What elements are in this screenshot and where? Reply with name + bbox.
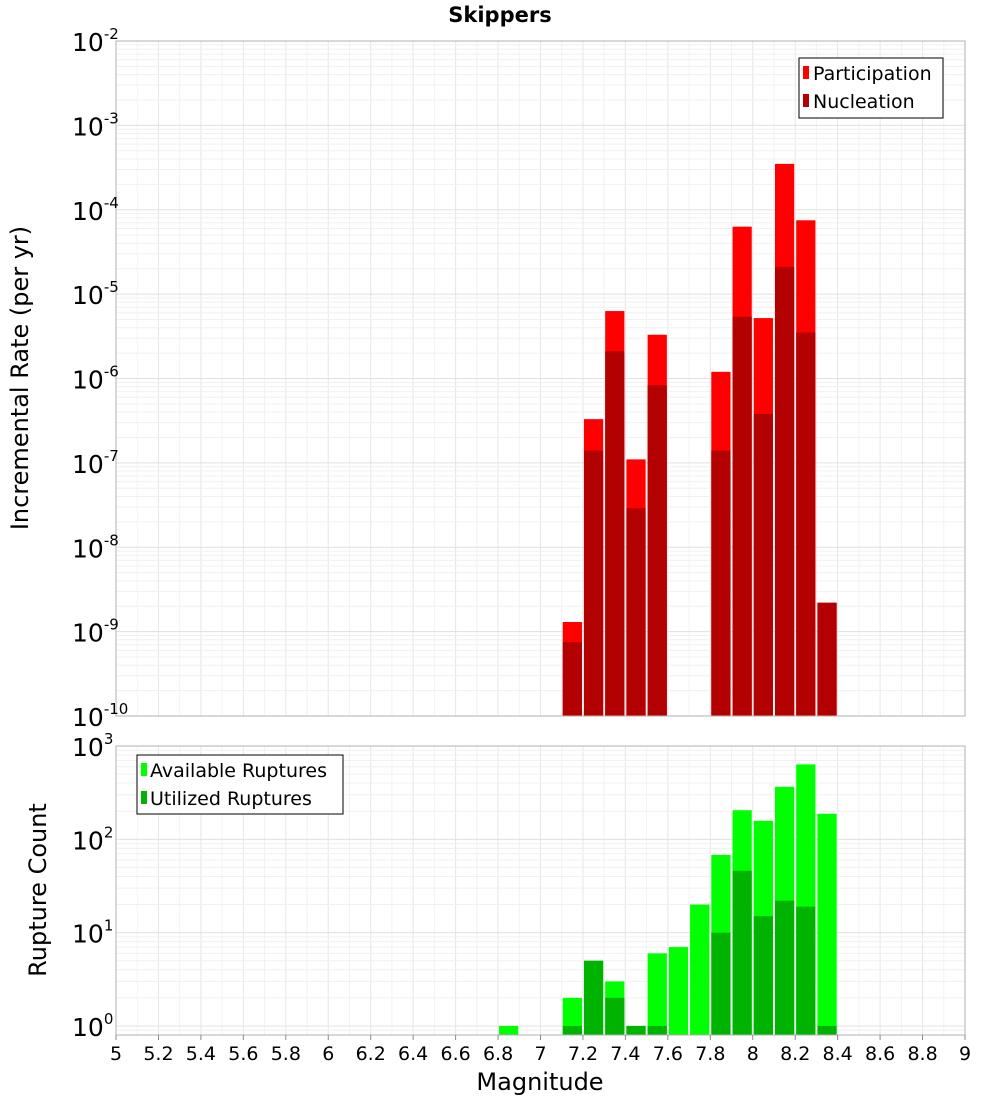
count-legend-box [136, 754, 344, 815]
count-bar-series2 [605, 997, 625, 1035]
count-bar-series1 [499, 1025, 519, 1035]
y-tick-label: 10-4 [72, 194, 119, 226]
count-y-ticks: 100 101 102 103 [72, 730, 113, 1042]
rate-bar-series2 [647, 385, 667, 716]
x-tick-label: 6.2 [356, 1043, 386, 1065]
legend-label-utilized: Utilized Ruptures [150, 788, 312, 810]
legend-swatch-available [141, 763, 147, 776]
rate-bar-series2 [817, 602, 837, 716]
rate-plot-border [115, 40, 966, 717]
y-tick-label: 100 [72, 1010, 113, 1042]
chart-title: Skippers [448, 3, 551, 27]
y-tick-label: 10-6 [72, 363, 119, 395]
count-bar-series2 [647, 1025, 667, 1035]
legend-swatch-nucleation [803, 94, 809, 107]
x-tick-label: 6.4 [398, 1043, 428, 1065]
count-bar-series2 [562, 1025, 582, 1035]
count-bar-series2 [753, 916, 773, 1035]
count-bars [499, 764, 837, 1035]
x-ticks: 5 5.2 5.4 5.6 5.8 6 6.2 6.4 6.6 6.8 7 7.2 7.4 7.6 7.8 8… [110, 1035, 971, 1065]
x-tick-label: 7 [534, 1043, 546, 1065]
count-bar-series1 [562, 997, 582, 1035]
rate-bars [562, 163, 837, 717]
count-bar-series2 [796, 906, 816, 1035]
rate-y-axis-label: Incremental Rate (per yr) [6, 226, 34, 530]
y-tick-label: 10-5 [72, 278, 119, 310]
rate-bar-series2 [753, 413, 773, 716]
y-tick-label: 101 [72, 917, 113, 949]
rate-grid [116, 41, 965, 716]
x-tick-label: 5.4 [186, 1043, 216, 1065]
count-bar-series2 [732, 870, 752, 1035]
y-tick-label: 10-7 [72, 447, 119, 479]
x-tick-label: 6 [322, 1043, 334, 1065]
count-bar-series1 [817, 813, 837, 1035]
rate-bar-series2 [583, 450, 604, 716]
x-axis-label: Magnitude [476, 1068, 603, 1096]
x-tick-label: 8.6 [865, 1043, 895, 1065]
y-tick-label: 10-8 [72, 531, 119, 563]
count-panel: 100 101 102 103 5 5.2 5.4 5.6 5.8 6 6.2 6.4 6.6 6.8 7… [24, 730, 971, 1096]
rate-bar-series2 [711, 450, 731, 716]
count-bar-series1 [668, 947, 689, 1035]
y-tick-label: 10-3 [72, 109, 119, 141]
x-tick-label: 9 [959, 1043, 971, 1065]
x-tick-label: 8.2 [780, 1043, 810, 1065]
rate-bar-series2 [562, 642, 582, 716]
rate-bar-series2 [626, 508, 646, 716]
x-tick-label: 6.6 [440, 1043, 470, 1065]
x-tick-label: 8.8 [907, 1043, 937, 1065]
count-y-axis-label: Rupture Count [24, 803, 52, 977]
rate-legend: Participation Nucleation [798, 57, 944, 119]
x-tick-label: 7.6 [653, 1043, 683, 1065]
count-bar-series2 [817, 1025, 837, 1035]
x-tick-label: 7.8 [695, 1043, 725, 1065]
legend-swatch-utilized [141, 791, 147, 804]
x-tick-label: 7.4 [610, 1043, 640, 1065]
x-tick-label: 5 [110, 1043, 122, 1065]
count-bar-series1 [647, 953, 667, 1035]
y-tick-label: 10-2 [72, 25, 119, 57]
rate-panel: 10-10 10-9 10-8 10-7 10-6 10-5 10-4 10-3 10-2 In… [6, 25, 966, 732]
rate-bar-series2 [605, 351, 625, 716]
y-tick-label: 102 [72, 823, 113, 855]
count-legend: Available Ruptures Utilized Ruptures [136, 754, 344, 815]
rate-bar-series2 [732, 316, 752, 716]
rate-bar-series2 [796, 332, 816, 716]
x-tick-label: 8.4 [823, 1043, 853, 1065]
count-bar-series2 [774, 900, 795, 1035]
x-tick-label: 8 [747, 1043, 759, 1065]
count-bar-series2 [711, 932, 731, 1035]
legend-label-participation: Participation [813, 63, 932, 85]
x-tick-label: 7.2 [568, 1043, 598, 1065]
count-bar-series2 [583, 960, 604, 1035]
x-tick-label: 5.2 [143, 1043, 173, 1065]
y-tick-label: 10-9 [72, 616, 119, 648]
y-tick-label: 10-10 [72, 700, 128, 732]
count-bar-series2 [626, 1025, 646, 1035]
x-tick-label: 5.6 [228, 1043, 258, 1065]
count-bar-series1 [690, 904, 710, 1035]
x-tick-label: 5.8 [271, 1043, 301, 1065]
x-tick-label: 6.8 [483, 1043, 513, 1065]
legend-swatch-participation [803, 66, 809, 79]
rate-legend-box [798, 57, 944, 119]
legend-label-nucleation: Nucleation [813, 91, 915, 113]
y-tick-label: 103 [72, 730, 113, 762]
legend-label-available: Available Ruptures [150, 760, 327, 782]
rate-bar-series2 [774, 266, 795, 716]
